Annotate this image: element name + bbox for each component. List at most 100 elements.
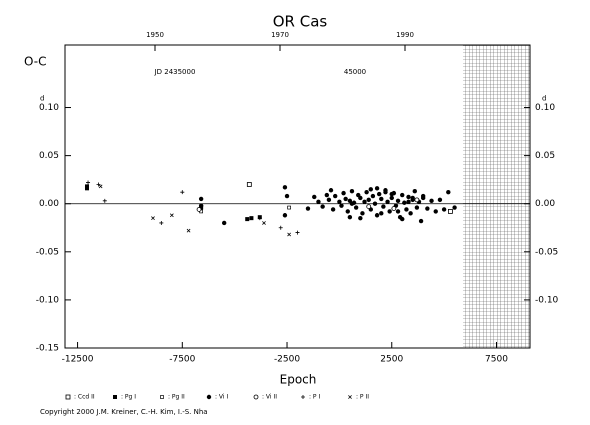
point: [257, 216, 262, 221]
point: [414, 205, 420, 210]
legend-symbol: [348, 395, 352, 399]
legend-label: : Vi II: [262, 394, 277, 401]
x-tick-label: 7500: [485, 355, 508, 365]
point: [374, 186, 380, 191]
point: [339, 203, 344, 208]
point: [358, 195, 363, 201]
point: [395, 198, 401, 204]
point: [360, 211, 365, 216]
point: [410, 195, 415, 201]
point: [180, 190, 185, 195]
point: [249, 216, 254, 221]
point: [341, 190, 346, 196]
y-tick-label: 0.10: [39, 103, 59, 113]
x2-tick-label: 1990: [396, 31, 414, 39]
point: [287, 232, 292, 237]
point: [343, 196, 348, 202]
legend-symbol: [253, 394, 259, 400]
point: [333, 193, 338, 199]
legend-label: : Pg II: [168, 394, 185, 401]
point: [412, 189, 417, 194]
y2-tick-label: -0.10: [535, 295, 559, 305]
point: [221, 220, 227, 226]
point: [169, 213, 174, 218]
point: [282, 185, 288, 190]
legend-symbol: [160, 395, 164, 399]
unit-label: d: [542, 95, 546, 103]
point: [326, 197, 332, 203]
y-tick-label: -0.15: [36, 344, 59, 354]
point: [278, 225, 283, 230]
point: [84, 184, 89, 189]
point: [345, 209, 350, 214]
point: [391, 206, 397, 211]
jd-label: JD 2435000: [154, 68, 196, 76]
point: [402, 200, 407, 205]
point: [324, 192, 330, 198]
point: [395, 209, 401, 214]
point: [400, 192, 405, 198]
point: [102, 198, 107, 203]
point: [408, 211, 413, 216]
point: [446, 189, 451, 195]
point: [366, 197, 371, 203]
point: [151, 216, 155, 221]
legend-symbol: [206, 394, 212, 400]
jd-label: 45000: [344, 68, 366, 76]
legend-label: : Ccd II: [74, 394, 95, 401]
chart-title: OR Cas: [273, 13, 328, 31]
point: [414, 197, 420, 203]
point: [316, 199, 321, 204]
point: [406, 199, 411, 204]
y-tick-label: 0.00: [39, 199, 59, 209]
y2-tick-label: 0.00: [535, 199, 555, 209]
point: [374, 213, 380, 218]
point: [328, 188, 334, 193]
point: [389, 195, 394, 201]
point: [186, 228, 191, 233]
point: [389, 191, 394, 197]
point: [437, 197, 443, 203]
legend-label: : Vi I: [215, 394, 228, 401]
point: [86, 180, 91, 185]
point: [159, 220, 164, 225]
point: [379, 211, 384, 216]
x-tick-label: -12500: [62, 355, 94, 365]
x-axis-label: Epoch: [280, 373, 317, 387]
point: [452, 205, 457, 210]
x-tick-label: 2500: [380, 355, 403, 365]
point: [320, 204, 325, 209]
point: [246, 182, 252, 187]
legend-label: : Pg I: [121, 394, 136, 401]
legend-label: : P I: [309, 394, 320, 401]
point: [429, 198, 434, 204]
y-axis-label: O-C: [24, 55, 47, 69]
point: [368, 187, 374, 192]
point: [404, 207, 409, 212]
point: [262, 221, 266, 225]
x2-tick-label: 1970: [271, 31, 289, 39]
point: [370, 193, 376, 199]
point: [385, 199, 390, 204]
legend-symbol: [301, 395, 305, 399]
unit-label: d: [40, 95, 44, 103]
point: [349, 201, 355, 206]
y2-tick-label: -0.05: [535, 247, 558, 257]
x-tick-label: -2500: [274, 355, 300, 365]
point: [196, 207, 202, 212]
point: [358, 215, 363, 221]
y-tick-label: -0.10: [36, 295, 60, 305]
point: [198, 196, 204, 202]
point: [284, 193, 290, 199]
point: [96, 182, 101, 187]
copyright: Copyright 2000 J.M. Kreiner, C.-H. Kim, …: [40, 408, 208, 416]
y2-tick-label: 0.10: [535, 103, 555, 113]
point: [349, 189, 355, 194]
y2-tick-label: 0.05: [535, 151, 555, 161]
point: [433, 209, 438, 214]
plot-frame: [64, 44, 531, 349]
shaded-region: [462, 45, 530, 348]
point: [372, 201, 378, 206]
point: [376, 191, 382, 197]
point: [245, 217, 250, 222]
